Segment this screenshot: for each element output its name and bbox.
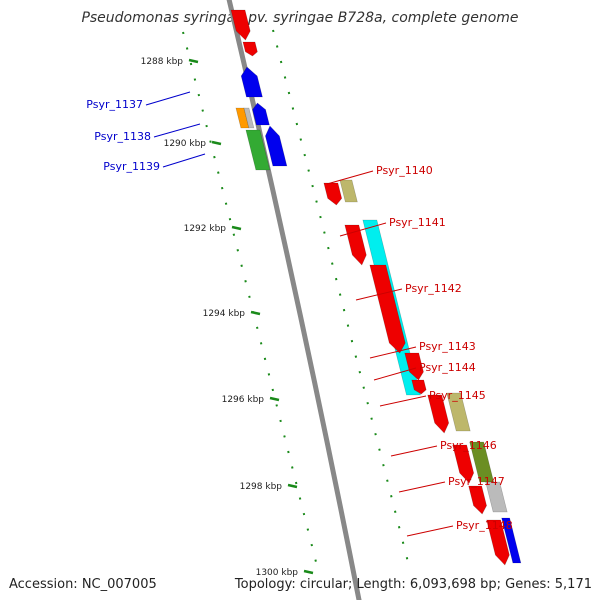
gene-label[interactable]: Psyr_1144: [419, 361, 476, 374]
tick-mark: [250, 310, 261, 316]
gene-feature: [339, 179, 358, 203]
gene-feature: [323, 182, 343, 206]
tick-mark: [211, 140, 222, 146]
gene-feature: [230, 9, 251, 41]
gene-feature: [369, 264, 406, 354]
tick-mark: [287, 483, 298, 489]
tick-label: 1290 kbp: [164, 139, 207, 149]
tick-mark: [303, 569, 314, 575]
gene-feature: [265, 125, 288, 167]
tick-label: 1292 kbp: [184, 224, 227, 234]
tick-mark: [269, 396, 280, 402]
tick-track-right: [272, 29, 411, 571]
gene-feature: [242, 41, 258, 57]
gene-label[interactable]: Psyr_1138: [94, 130, 151, 143]
gene-leader-line: [373, 367, 417, 381]
genome-summary-text: Topology: circular; Length: 6,093,698 bp…: [234, 577, 592, 592]
label-layer: Psyr_1137 Psyr_1138 Psyr_1139 Psyr_1140 Psyr…: [86, 91, 513, 537]
tick-label: 1298 kbp: [240, 482, 283, 492]
gene-leader-line: [153, 123, 201, 138]
gene-leader-line: [339, 222, 387, 237]
tick-label: 1294 kbp: [203, 309, 246, 319]
gene-label[interactable]: Psyr_1146: [440, 439, 497, 452]
gene-feature: [452, 444, 475, 484]
gene-feature: [252, 102, 270, 126]
gene-leader-line: [390, 445, 438, 457]
gene-label[interactable]: Psyr_1143: [419, 340, 476, 353]
gene-feature: [446, 392, 471, 432]
gene-leader-line: [326, 170, 374, 185]
tick-label: 1300 kbp: [256, 568, 299, 578]
gene-feature: [344, 224, 367, 266]
gene-leader-line: [398, 481, 446, 493]
gene-leader-line: [355, 288, 403, 301]
gene-leader-line: [369, 346, 417, 359]
gene-feature: [411, 379, 427, 395]
gene-label[interactable]: Psyr_1141: [389, 216, 446, 229]
gene-feature: [485, 481, 508, 513]
gene-feature: [240, 66, 263, 98]
gene-feature: [427, 394, 450, 434]
gene-label[interactable]: Psyr_1140: [376, 164, 433, 177]
gene-label[interactable]: Psyr_1142: [405, 282, 462, 295]
tick-layer: 1288 kbp 1290 kbp 1292 kbp 1294 kbp 1296 kbp…: [141, 29, 411, 578]
feature-layer: [230, 9, 522, 566]
accession-text: Accession: NC_007005: [9, 577, 157, 592]
gene-leader-line: [145, 91, 191, 106]
gene-label[interactable]: Psyr_1147: [448, 475, 505, 488]
gene-label[interactable]: Psyr_1137: [86, 98, 143, 111]
gene-feature: [243, 107, 255, 129]
gene-feature: [404, 352, 424, 381]
gene-leader-line: [406, 525, 454, 537]
gene-leader-line: [379, 395, 427, 407]
tick-mark: [231, 225, 242, 231]
tick-label: 1296 kbp: [222, 395, 265, 405]
gene-label[interactable]: Psyr_1139: [103, 160, 160, 173]
tick-label: 1288 kbp: [141, 57, 184, 67]
gene-feature: [486, 519, 510, 566]
gene-label[interactable]: Psyr_1148: [456, 519, 513, 532]
gene-label[interactable]: Psyr_1145: [429, 389, 486, 402]
gene-feature: [245, 129, 271, 171]
gene-feature: [501, 517, 522, 564]
gene-leader-line: [162, 153, 206, 168]
gene-feature: [468, 485, 487, 515]
tick-mark: [188, 58, 199, 64]
map-title: Pseudomonas syringae pv. syringae B728a,…: [81, 10, 519, 26]
